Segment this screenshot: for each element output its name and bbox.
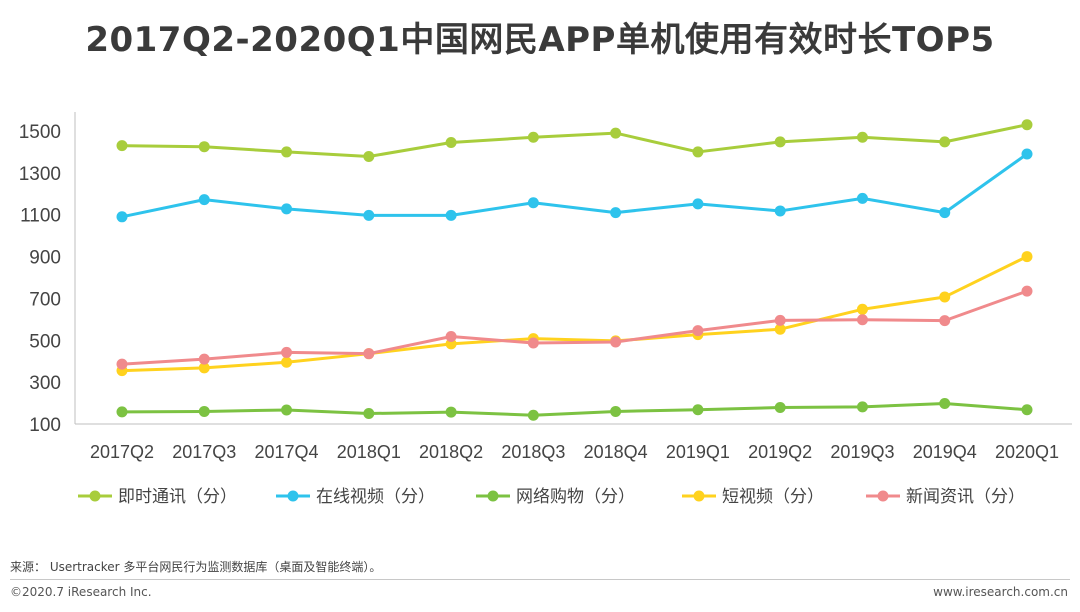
- chart-title: 2017Q2-2020Q1中国网民APP单机使用有效时长TOP5: [85, 20, 995, 60]
- data-point: [1021, 404, 1033, 416]
- data-point: [198, 353, 210, 365]
- data-point: [856, 401, 868, 413]
- y-tick-label: 1300: [19, 164, 61, 185]
- data-point: [281, 346, 293, 358]
- legend-label: 新闻资讯（分）: [906, 487, 1025, 507]
- data-point: [692, 198, 704, 210]
- data-point: [198, 141, 210, 153]
- x-tick-label: 2017Q4: [255, 442, 319, 462]
- data-point: [116, 140, 128, 152]
- legend-marker: [693, 490, 705, 502]
- data-point: [856, 192, 868, 204]
- data-point: [116, 358, 128, 370]
- y-tick-label: 500: [29, 331, 61, 352]
- data-point: [939, 397, 951, 409]
- data-point: [856, 314, 868, 326]
- data-point: [445, 331, 457, 343]
- x-tick-label: 2020Q1: [995, 442, 1059, 462]
- website-link[interactable]: www.iresearch.com.cn: [933, 585, 1068, 599]
- data-point: [445, 209, 457, 221]
- copyright-text: ©2020.7 iResearch Inc.: [10, 585, 152, 599]
- series-line-2: [121, 401, 1028, 417]
- data-point: [198, 194, 210, 206]
- data-point: [939, 315, 951, 327]
- data-point: [774, 323, 786, 335]
- data-point: [445, 137, 457, 149]
- data-point: [281, 146, 293, 158]
- data-point: [445, 406, 457, 418]
- series-line-1: [121, 152, 1028, 219]
- legend-marker: [487, 490, 499, 502]
- y-tick-label: 900: [29, 248, 61, 269]
- x-tick-label: 2017Q2: [90, 442, 154, 462]
- legend-label: 即时通讯（分）: [118, 487, 237, 507]
- data-point: [527, 197, 539, 209]
- data-point: [856, 131, 868, 143]
- series-line-0: [121, 123, 1028, 159]
- y-tick-label: 1500: [19, 122, 61, 143]
- x-tick-label: 2017Q3: [172, 442, 236, 462]
- data-point: [692, 146, 704, 158]
- data-point: [692, 404, 704, 416]
- legend-marker: [287, 490, 299, 502]
- data-point: [610, 336, 622, 348]
- data-point: [363, 151, 375, 163]
- footer-divider: [10, 579, 1070, 580]
- x-tick-label: 2019Q3: [830, 442, 894, 462]
- y-tick-label: 300: [29, 373, 61, 394]
- data-point: [774, 401, 786, 413]
- data-point: [527, 409, 539, 421]
- data-point: [1021, 119, 1033, 131]
- data-point: [198, 362, 210, 374]
- legend-label: 短视频（分）: [722, 487, 824, 507]
- data-point: [527, 337, 539, 349]
- data-point: [1021, 251, 1033, 263]
- data-point: [363, 348, 375, 360]
- y-tick-label: 100: [29, 415, 61, 436]
- series-line-4: [121, 289, 1028, 366]
- series-line-3: [121, 255, 1028, 373]
- data-point: [281, 356, 293, 368]
- y-tick-label: 1100: [20, 206, 61, 227]
- line-chart: 100 300 500 700 900 1100 1300 1500 2017Q2 2017Q3 2…: [19, 112, 1072, 507]
- data-point: [692, 325, 704, 337]
- data-point: [774, 314, 786, 326]
- data-point: [363, 209, 375, 221]
- data-point: [610, 207, 622, 219]
- data-point: [363, 408, 375, 420]
- x-tick-label: 2019Q4: [913, 442, 977, 462]
- legend-marker: [89, 490, 101, 502]
- legend-label: 网络购物（分）: [516, 487, 635, 507]
- data-point: [116, 211, 128, 223]
- data-point: [774, 205, 786, 217]
- x-tick-label: 2018Q2: [419, 442, 483, 462]
- x-tick-label: 2018Q4: [584, 442, 648, 462]
- data-point: [281, 203, 293, 215]
- data-point: [856, 303, 868, 315]
- data-point: [610, 405, 622, 417]
- legend-marker: [877, 490, 889, 502]
- x-tick-label: 2018Q1: [337, 442, 401, 462]
- x-tick-label: 2018Q3: [501, 442, 565, 462]
- data-point: [939, 291, 951, 303]
- data-point: [1021, 285, 1033, 297]
- data-point: [116, 406, 128, 418]
- data-point: [281, 404, 293, 416]
- x-tick-label: 2019Q1: [666, 442, 730, 462]
- data-point: [610, 127, 622, 139]
- data-point: [527, 131, 539, 143]
- data-point: [939, 136, 951, 148]
- x-tick-label: 2019Q2: [748, 442, 812, 462]
- data-point: [198, 405, 210, 417]
- legend-label: 在线视频（分）: [316, 487, 435, 507]
- data-point: [774, 136, 786, 148]
- source-note: 来源： Usertracker 多平台网民行为监测数据库（桌面及智能终端）。: [10, 560, 382, 574]
- data-point: [1021, 148, 1033, 160]
- data-point: [939, 207, 951, 219]
- y-tick-label: 700: [29, 289, 61, 310]
